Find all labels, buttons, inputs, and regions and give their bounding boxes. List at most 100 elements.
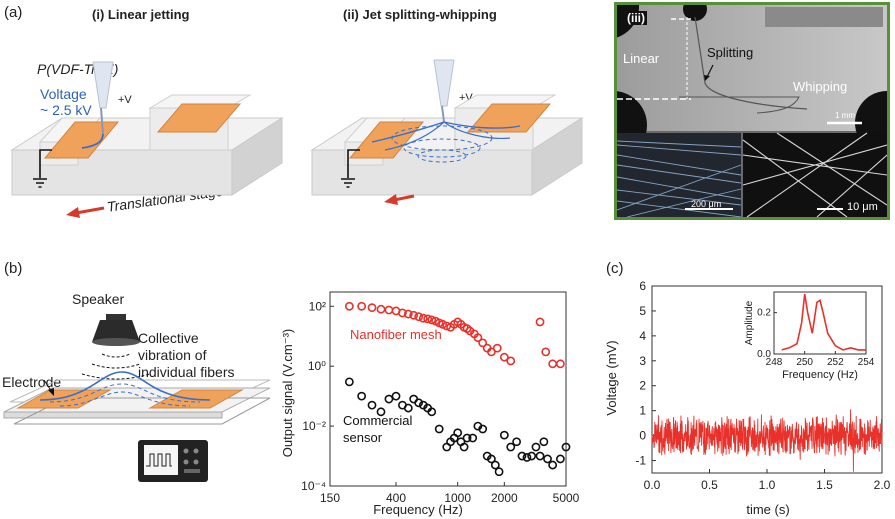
inset-xlabel: Frequency (Hz)	[782, 369, 858, 381]
title-linear-jetting: (i) Linear jetting	[92, 7, 190, 22]
freq-y-tick-label: 10⁻²	[302, 419, 326, 433]
time-x-tick-label: 2.0	[874, 478, 891, 492]
oscilloscope-icon	[138, 440, 208, 482]
inset-x-tick-label: 250	[796, 357, 813, 368]
inset-y-tick-label: 0.0	[757, 349, 771, 360]
legend-nanofiber: Nanofiber mesh	[350, 327, 442, 342]
micrograph-linear-label: Linear	[623, 51, 660, 66]
commercial-point	[357, 391, 367, 401]
legend-commercial-line1: Commercial	[343, 413, 412, 428]
commercial-point	[409, 394, 419, 404]
acoustic-setup-illustration	[3, 314, 270, 482]
commercial-point	[391, 391, 401, 401]
nanofiber-point	[473, 333, 483, 343]
nanofiber-point	[367, 303, 377, 313]
title-jet-splitting: (ii) Jet splitting-whipping	[343, 7, 497, 22]
commercial-point	[486, 454, 496, 464]
nanofiber-point	[478, 338, 488, 348]
commercial-point	[506, 442, 516, 452]
stage-linear	[10, 61, 284, 218]
commercial-point	[499, 430, 509, 440]
time-xlabel: time (s)	[746, 502, 789, 517]
scale-bar-200um: 200 μm	[691, 199, 722, 209]
voltage-time-chart: Voltage (mV) time (s) 0.0 0.5 1.0 1.5 2.0 6 5 4…	[604, 279, 891, 517]
nanofiber-point	[427, 315, 437, 325]
nanofiber-point	[376, 304, 386, 314]
nanofiber-point	[414, 312, 424, 322]
commercial-point	[531, 442, 541, 452]
time-y-tick-label: 3	[639, 354, 646, 368]
inset-ylabel: Amplitude	[744, 300, 755, 345]
panel-c-letter: (c)	[606, 260, 624, 277]
nanofiber-point	[357, 301, 367, 311]
nanofiber-point	[423, 314, 433, 324]
nanofiber-point	[535, 317, 545, 327]
nanofiber-point	[492, 343, 502, 353]
commercial-point	[427, 407, 437, 417]
micrograph-panel: (iii) Linear Splitting Whipping 1 mm 200…	[614, 2, 890, 220]
time-y-tick-label: 5	[639, 304, 646, 318]
commercial-point	[494, 467, 504, 477]
time-x-tick-label: 0.0	[644, 478, 661, 492]
collective-label-2: vibration of	[138, 347, 207, 363]
nanofiber-point	[555, 359, 565, 369]
micrograph-image	[617, 5, 887, 217]
time-y-tick-label: 0	[639, 429, 646, 443]
micrograph-splitting-label: Splitting	[707, 45, 754, 60]
voltage-value: ~ 2.5 kV	[40, 102, 92, 118]
commercial-point	[403, 403, 413, 413]
commercial-point	[522, 453, 532, 462]
plus-v-label-1: +V	[118, 94, 132, 106]
commercial-point	[367, 400, 377, 410]
nanofiber-point	[506, 356, 516, 366]
time-y-tick-label: 1	[639, 404, 646, 418]
freq-x-tick-label: 150	[320, 491, 340, 505]
commercial-point	[468, 433, 478, 443]
collective-label-3: individual fibers	[138, 364, 235, 380]
collective-label-1: Collective	[138, 330, 199, 346]
nanofiber-point	[403, 309, 413, 319]
time-x-tick-label: 0.5	[701, 478, 718, 492]
commercial-point	[490, 460, 500, 470]
commercial-point	[543, 454, 552, 464]
nanofiber-point	[548, 359, 558, 369]
inset-y-tick-label: 0.2	[757, 308, 771, 319]
commercial-point	[376, 407, 386, 417]
inset-spectrum-line	[781, 293, 866, 351]
nanofiber-point	[384, 305, 394, 315]
commercial-point	[517, 451, 527, 461]
commercial-point	[384, 394, 394, 404]
scale-bar-1mm: 1 mm	[835, 111, 855, 120]
legend-commercial-line2: sensor	[343, 430, 383, 445]
nanofiber-point	[499, 352, 509, 362]
stage-whipping	[310, 59, 584, 205]
time-x-tick-label: 1.5	[816, 478, 833, 492]
micrograph-whipping-label: Whipping	[793, 79, 848, 94]
nanofiber-point	[409, 310, 419, 320]
commercial-point	[535, 451, 545, 461]
commercial-point	[548, 460, 558, 470]
freq-x-tick-label: 400	[386, 491, 406, 505]
nanofiber-point	[398, 308, 407, 318]
time-y-tick-label: 2	[639, 379, 646, 393]
freq-x-tick-label: 1000	[444, 491, 471, 505]
commercial-point	[478, 424, 488, 434]
inset-x-tick-label: 254	[858, 357, 875, 368]
frequency-response-chart: Output signal (V.cm⁻³) Frequency (Hz) Na…	[280, 291, 580, 517]
commercial-point	[344, 377, 354, 387]
commercial-point	[539, 437, 549, 447]
nanofiber-point	[418, 313, 428, 323]
time-plot-area: 0.0 0.5 1.0 1.5 2.0 6 5 4 3 2 1 0 -1	[635, 279, 890, 492]
commercial-point	[414, 398, 424, 408]
time-y-tick-label: 6	[639, 279, 646, 293]
commercial-point	[512, 437, 522, 447]
commercial-point	[555, 454, 565, 464]
time-x-tick-label: 1.0	[759, 478, 776, 492]
scale-bar-10um: 10 μm	[847, 201, 878, 213]
nanofiber-point	[438, 319, 448, 329]
commercial-point	[434, 424, 444, 434]
freq-xlabel: Frequency (Hz)	[373, 502, 463, 517]
commercial-point	[561, 442, 571, 452]
electrode-label: Electrode	[2, 374, 62, 390]
panel-a-letter: (a)	[4, 4, 23, 21]
